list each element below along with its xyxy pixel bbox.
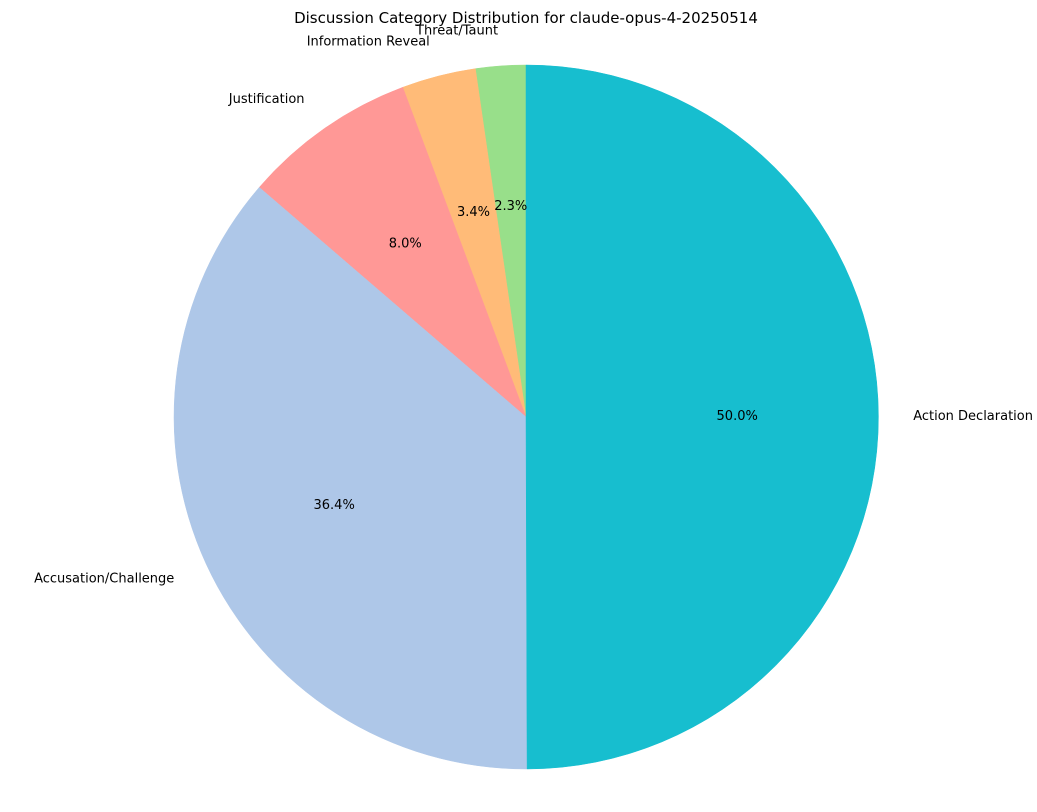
slice-label-accusation-challenge: Accusation/Challenge — [34, 571, 174, 586]
slice-label-action-declaration: Action Declaration — [913, 409, 1033, 424]
pie-slice-action-declaration — [525, 64, 879, 770]
pie-slice-justification — [258, 86, 527, 418]
pct-label-accusation-challenge: 36.4% — [314, 498, 355, 513]
pie-slice-accusation-challenge — [173, 186, 528, 770]
pct-label-threat-taunt: 2.3% — [494, 199, 527, 214]
pct-label-justification: 8.0% — [389, 236, 422, 251]
slice-label-threat-taunt: Threat/Taunt — [415, 23, 498, 38]
pie-slices — [173, 64, 879, 770]
chart-title: Discussion Category Distribution for cla… — [294, 9, 758, 27]
pct-label-action-declaration: 50.0% — [717, 409, 758, 424]
slice-label-justification: Justification — [228, 92, 305, 107]
pct-label-information-reveal: 3.4% — [457, 205, 490, 220]
pie-labels: Threat/Taunt 2.3% Information Reveal 3.4% Ju… — [34, 23, 1033, 586]
slice-label-information-reveal: Information Reveal — [307, 34, 430, 49]
